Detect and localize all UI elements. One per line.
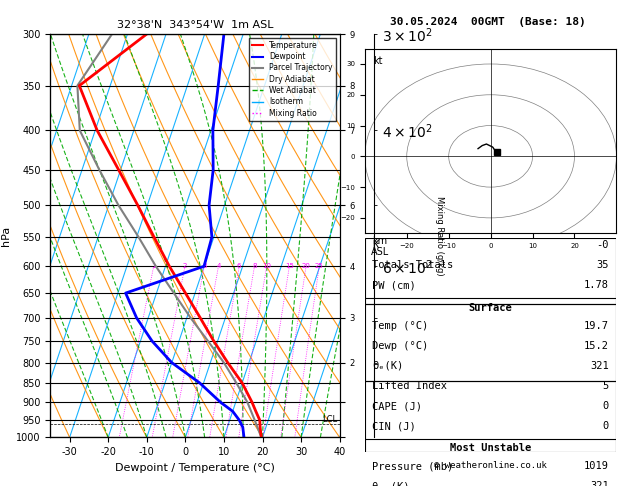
Text: 2: 2 — [183, 263, 187, 269]
Text: θₑ (K): θₑ (K) — [372, 482, 410, 486]
Text: © weatheronline.co.uk: © weatheronline.co.uk — [434, 461, 547, 469]
Text: CIN (J): CIN (J) — [372, 421, 416, 431]
Legend: Temperature, Dewpoint, Parcel Trajectory, Dry Adiabat, Wet Adiabat, Isotherm, Mi: Temperature, Dewpoint, Parcel Trajectory… — [248, 38, 336, 121]
Text: Totals Totals: Totals Totals — [372, 260, 454, 270]
Text: Dewp (°C): Dewp (°C) — [372, 341, 428, 351]
Text: 5: 5 — [603, 381, 609, 391]
Bar — [365, 304, 616, 382]
Text: 0: 0 — [603, 421, 609, 431]
Text: LCL: LCL — [323, 415, 338, 424]
Text: Most Unstable: Most Unstable — [450, 443, 532, 453]
Y-axis label: km
ASL: km ASL — [370, 236, 389, 257]
Text: 0: 0 — [603, 401, 609, 411]
Text: Surface: Surface — [469, 303, 513, 312]
Text: 3: 3 — [202, 263, 206, 269]
Text: 20: 20 — [302, 263, 311, 269]
Text: 15: 15 — [285, 263, 294, 269]
Text: -0: -0 — [596, 240, 609, 250]
Text: Temp (°C): Temp (°C) — [372, 321, 428, 330]
Text: 321: 321 — [590, 482, 609, 486]
Bar — [365, 382, 616, 452]
Title: 32°38'N  343°54'W  1m ASL: 32°38'N 343°54'W 1m ASL — [117, 20, 273, 31]
Bar — [365, 238, 616, 304]
Y-axis label: Mixing Ratio (g/kg): Mixing Ratio (g/kg) — [435, 196, 444, 276]
Text: CAPE (J): CAPE (J) — [372, 401, 422, 411]
Text: 30.05.2024  00GMT  (Base: 18): 30.05.2024 00GMT (Base: 18) — [389, 17, 586, 27]
Y-axis label: hPa: hPa — [1, 226, 11, 246]
Text: 1: 1 — [152, 263, 156, 269]
Text: 321: 321 — [590, 361, 609, 371]
Text: 1019: 1019 — [584, 461, 609, 471]
Text: 25: 25 — [315, 263, 324, 269]
Text: 8: 8 — [252, 263, 257, 269]
Text: 4: 4 — [216, 263, 221, 269]
Text: Pressure (mb): Pressure (mb) — [372, 461, 454, 471]
Text: 35: 35 — [596, 260, 609, 270]
Text: 19.7: 19.7 — [584, 321, 609, 330]
Text: 1.78: 1.78 — [584, 280, 609, 291]
Text: 6: 6 — [237, 263, 242, 269]
Text: Lifted Index: Lifted Index — [372, 381, 447, 391]
Text: θₑ(K): θₑ(K) — [372, 361, 404, 371]
Text: PW (cm): PW (cm) — [372, 280, 416, 291]
Text: K: K — [372, 240, 379, 250]
Text: kt: kt — [373, 56, 382, 66]
X-axis label: Dewpoint / Temperature (°C): Dewpoint / Temperature (°C) — [115, 463, 275, 473]
Text: 15.2: 15.2 — [584, 341, 609, 351]
Text: 10: 10 — [262, 263, 271, 269]
